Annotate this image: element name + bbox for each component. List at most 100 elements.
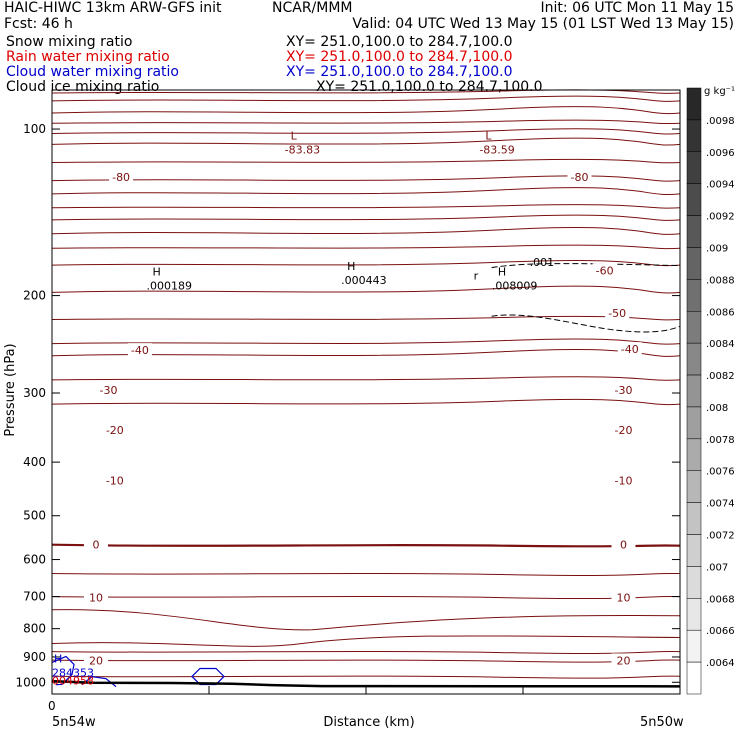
valid-time: Valid: 04 UTC Wed 13 May 15 (01 LST Wed … (352, 16, 734, 32)
y-tick-label: 800 (23, 622, 46, 636)
colorbar-unit: g kg⁻¹ (704, 86, 735, 97)
isotherm-line (51, 635, 681, 647)
colorbar-tick-label: .0072 (706, 531, 735, 542)
colorbar-tick-label: .0064 (706, 658, 735, 669)
label-background (83, 537, 108, 551)
colorbar-swatch (686, 342, 702, 376)
colorbar-swatch (686, 247, 702, 280)
x-left-location: 5n54w (52, 715, 96, 730)
colorbar-swatch (686, 87, 702, 121)
field-xy-cloud-ice: XY= 251.0,100.0 to 284.7,100.0 (316, 79, 543, 95)
colorbar-tick-label: .0088 (706, 275, 735, 286)
extrema-value: 004958 (52, 675, 94, 688)
isotherm-label: -50 (608, 307, 626, 320)
isotherm-label: 0 (92, 539, 99, 552)
isotherm-label: -10 (106, 475, 124, 488)
field-xy-cloud-water: XY= 251.0,100.0 to 284.7,100.0 (286, 64, 513, 80)
isotherm-line (51, 137, 681, 146)
extrema-marker: L (485, 130, 492, 143)
isotherm-line (51, 315, 681, 321)
colorbar-swatch (686, 534, 702, 567)
isotherm-line (51, 348, 681, 357)
field-label-cloud-water: Cloud water mixing ratio (6, 64, 179, 80)
snow-contour (491, 263, 681, 269)
isotherm-label: -60 (596, 264, 614, 277)
small-label: r (474, 269, 479, 282)
isotherm-line (51, 259, 681, 267)
cloud-water-contour (51, 655, 75, 686)
extrema-value: 284353 (52, 666, 94, 679)
y-tick-label: 200 (23, 289, 46, 303)
extrema-marker: H (498, 265, 506, 278)
colorbar-tick-label: .0074 (706, 499, 735, 510)
label-background (592, 263, 617, 277)
field-label-cloud-ice: Cloud ice mixing ratio (6, 79, 160, 95)
isotherm-line (51, 650, 681, 655)
colorbar-swatch (686, 311, 702, 344)
isotherm-line (51, 187, 681, 196)
isotherm-line (51, 95, 681, 102)
field-xy-snow: XY= 251.0,100.0 to 284.7,100.0 (286, 34, 513, 50)
isotherm-line (51, 244, 681, 250)
forecast-hour: Fcst: 46 h (4, 16, 73, 32)
isotherm-label: -20 (106, 424, 124, 437)
colorbar-swatch (686, 566, 702, 599)
isotherm-line (51, 128, 681, 135)
isotherm-label: -10 (614, 475, 632, 488)
colorbar-tick-label: .0082 (706, 371, 735, 382)
isotherm-label: -80 (112, 171, 130, 184)
label-background (96, 382, 121, 396)
isotherm-line (51, 175, 681, 182)
colorbar-tick-label: .007 (706, 562, 728, 573)
label-background (83, 590, 108, 604)
label-background (605, 305, 630, 319)
isotherm-line (51, 89, 681, 94)
isotherm-line (51, 572, 681, 577)
isotherm-line (51, 226, 681, 235)
colorbar-tick-label: .0094 (706, 180, 735, 191)
label-background (611, 537, 636, 551)
colorbar-tick-label: .0092 (706, 212, 735, 223)
extrema-marker: H (152, 265, 160, 278)
colorbar-tick-label: .0098 (706, 116, 735, 127)
isotherm-line (51, 675, 681, 679)
colorbar-swatch (686, 119, 702, 153)
label-background (102, 423, 127, 437)
colorbar-tick-label: .0078 (706, 435, 735, 446)
institution-label: NCAR/MMM (272, 0, 353, 16)
colorbar-tick-label: .0066 (706, 626, 735, 637)
colorbar-tick-label: .009 (706, 243, 728, 254)
colorbar-swatch (686, 374, 702, 408)
init-time: Init: 06 UTC Mon 11 May 15 (540, 0, 734, 16)
colorbar: .0098 .0096 .0094 .0092 .009 .0088 .0086 .0084.… (686, 87, 735, 695)
colorbar-swatch (686, 438, 702, 471)
y-tick-label: 100 (23, 122, 46, 136)
colorbar-swatch (686, 151, 702, 184)
extrema-value: .000443 (341, 274, 387, 287)
label-background (611, 653, 636, 667)
snow-contour-label: .001 (530, 256, 555, 269)
colorbar-swatch (686, 215, 702, 248)
snow-contour (491, 314, 681, 333)
colorbar-swatch (686, 661, 702, 695)
terrain-line (51, 679, 681, 688)
label-background (102, 473, 127, 487)
label-background (617, 342, 642, 356)
label-background (83, 653, 108, 667)
label-background (611, 423, 636, 437)
y-axis-label: Pressure (hPa) (3, 343, 18, 436)
contour-labels: -80 -80 -60 -50 -40 -40 -30 -30 -20 -20 -10 -10 0 0 10… (83, 169, 642, 667)
label-background (109, 169, 134, 183)
extrema-markers: L-83.83L-83.59H.000189H.000443H.008009H2… (52, 130, 537, 688)
isotherm-line (51, 285, 681, 294)
x-axis-label: Distance (km) (323, 715, 414, 730)
extrema-value: -83.83 (285, 144, 320, 157)
isotherm-label: 20 (89, 654, 103, 667)
label-background (567, 169, 592, 183)
colorbar-tick-label: .0068 (706, 594, 735, 605)
y-tick-label: 1000 (15, 675, 46, 689)
y-tick-label: 700 (23, 590, 46, 604)
isotherm-line (51, 338, 681, 345)
